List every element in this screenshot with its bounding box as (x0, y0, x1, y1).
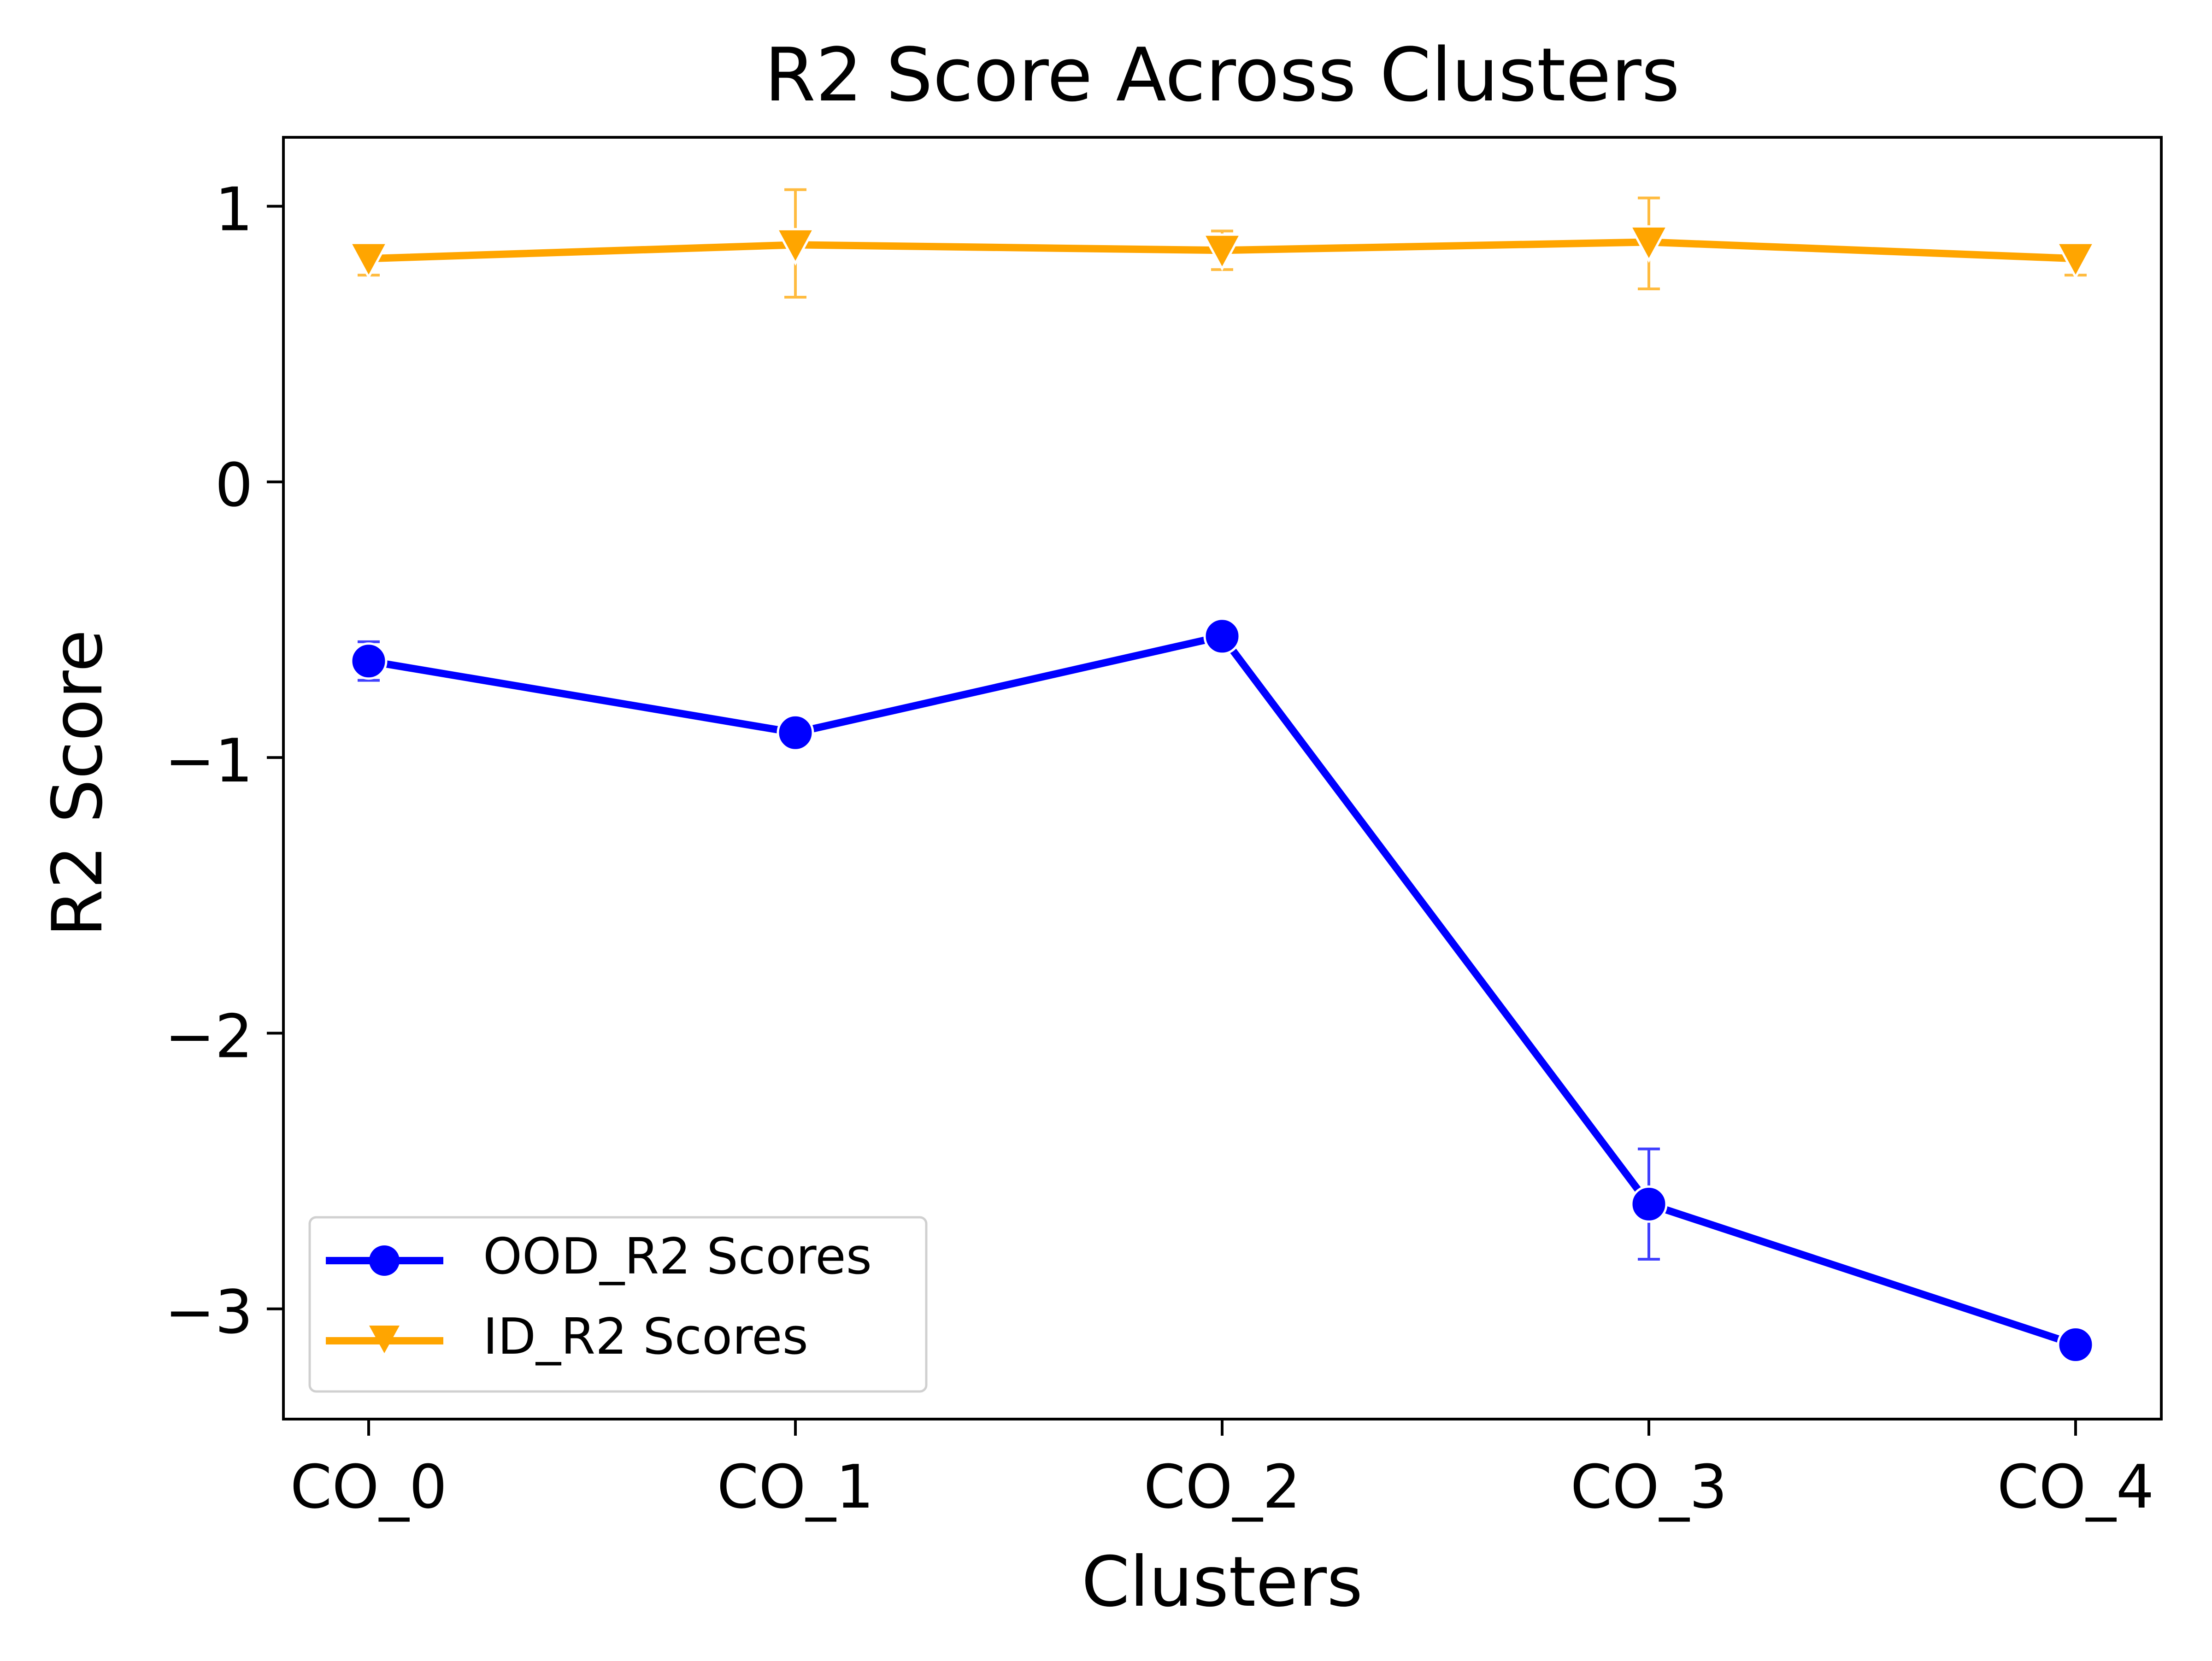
plot-area (348, 188, 2096, 1363)
y-tick-label: −1 (165, 726, 253, 796)
x-tick-label: CO_0 (290, 1452, 447, 1522)
ood-point-co_0 (350, 642, 388, 680)
legend-ood-label: OOD_R2 Scores (483, 1228, 872, 1285)
id-point-co_3 (1628, 225, 1670, 263)
y-tick-label: 0 (215, 450, 253, 520)
ood-point-co_4 (2057, 1326, 2094, 1363)
legend-id-label: ID_R2 Scores (483, 1308, 808, 1366)
legend: OOD_R2 Scores ID_R2 Scores (308, 1216, 928, 1393)
id-point-co_4 (2055, 241, 2096, 280)
legend-id-marker (369, 1326, 400, 1353)
id-point-co_0 (348, 241, 389, 280)
legend-box (308, 1216, 928, 1393)
x-axis: CO_0 CO_1 CO_2 CO_3 CO_4 (290, 1419, 2154, 1522)
ood-point-co_1 (777, 714, 814, 751)
id-point-co_2 (1201, 233, 1243, 271)
y-axis-label: R2 Score (38, 629, 118, 937)
x-tick-label: CO_3 (1571, 1452, 1728, 1522)
ood-point-co_2 (1203, 617, 1241, 655)
ood-point-co_3 (1630, 1185, 1668, 1223)
chart-title: R2 Score Across Clusters (765, 32, 1680, 118)
y-tick-label: −3 (165, 1277, 253, 1347)
x-tick-label: CO_1 (717, 1452, 874, 1522)
x-tick-label: CO_4 (1997, 1452, 2154, 1522)
x-tick-label: CO_2 (1144, 1452, 1301, 1522)
y-tick-label: 1 (215, 175, 253, 245)
ood-series (350, 617, 2094, 1363)
id-point-co_1 (775, 228, 816, 266)
y-tick-label: −2 (165, 1001, 253, 1071)
plot-frame (282, 136, 2163, 1420)
legend-ood-marker (369, 1245, 400, 1276)
y-axis: 1 0 −1 −2 −3 (165, 175, 283, 1347)
id-series (348, 188, 2096, 299)
x-axis-label: Clusters (1082, 1542, 1363, 1622)
